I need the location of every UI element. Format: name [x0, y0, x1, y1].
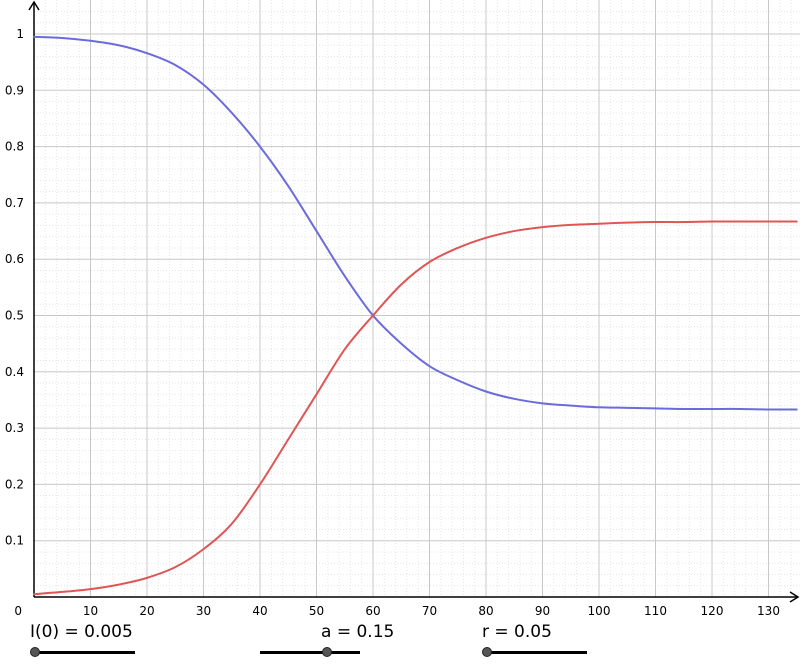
major-grid: [34, 0, 800, 597]
slider-i0-label: I(0) = 0.005: [30, 622, 133, 642]
x-tick-label: 30: [196, 604, 211, 618]
tick-labels: 10 20 30 40 50 60 70 80 90 100 110 120 1300.10.20.30…: [5, 27, 780, 618]
x-tick-label: 60: [365, 604, 380, 618]
y-tick-label: 0.6: [5, 252, 24, 266]
slider-r-track[interactable]: [487, 651, 587, 654]
x-tick-label: 40: [252, 604, 267, 618]
series-line-1: [33, 220, 798, 596]
x-tick-label: 80: [478, 604, 493, 618]
slider-a-label: a = 0.15: [321, 622, 395, 642]
chart-plot: 10 20 30 40 50 60 70 80 90 100 110 120 1300.10.20.30…: [5, 0, 800, 618]
slider-r[interactable]: r = 0.05: [482, 620, 592, 660]
y-axis-arrow: [28, 0, 40, 11]
x-tick-label: 130: [757, 604, 780, 618]
x-tick-label: 100: [588, 604, 611, 618]
slider-i0-knob[interactable]: [30, 647, 40, 657]
y-tick-label: 1: [16, 27, 24, 41]
slider-r-label: r = 0.05: [482, 622, 552, 642]
x-tick-label: 50: [309, 604, 324, 618]
x-tick-label: 10: [83, 604, 98, 618]
x-tick-label: 70: [422, 604, 437, 618]
series-line-0: [33, 35, 798, 411]
slider-a[interactable]: a = 0.15: [255, 620, 394, 660]
slider-a-track[interactable]: [260, 651, 360, 654]
y-tick-label: 0.9: [5, 83, 24, 97]
slider-i0-track[interactable]: [35, 651, 135, 654]
series-group: [33, 35, 798, 596]
x-tick-label: 110: [644, 604, 667, 618]
slider-i0[interactable]: I(0) = 0.005: [30, 620, 140, 660]
axes: [28, 0, 800, 603]
y-tick-label: 0.8: [5, 140, 24, 154]
x-tick-label: 90: [535, 604, 550, 618]
y-tick-label: 0.2: [5, 477, 24, 491]
x-axis-arrow: [789, 591, 800, 603]
y-tick-label: 0.3: [5, 421, 24, 435]
origin-label: 0: [14, 604, 22, 618]
x-tick-label: 120: [701, 604, 724, 618]
minor-grid: [34, 0, 800, 597]
y-tick-label: 0.4: [5, 365, 24, 379]
x-tick-label: 20: [139, 604, 154, 618]
slider-a-knob[interactable]: [322, 647, 332, 657]
y-tick-label: 0.7: [5, 196, 24, 210]
y-tick-label: 0.5: [5, 309, 24, 323]
slider-r-knob[interactable]: [482, 647, 492, 657]
y-tick-label: 0.1: [5, 534, 24, 548]
